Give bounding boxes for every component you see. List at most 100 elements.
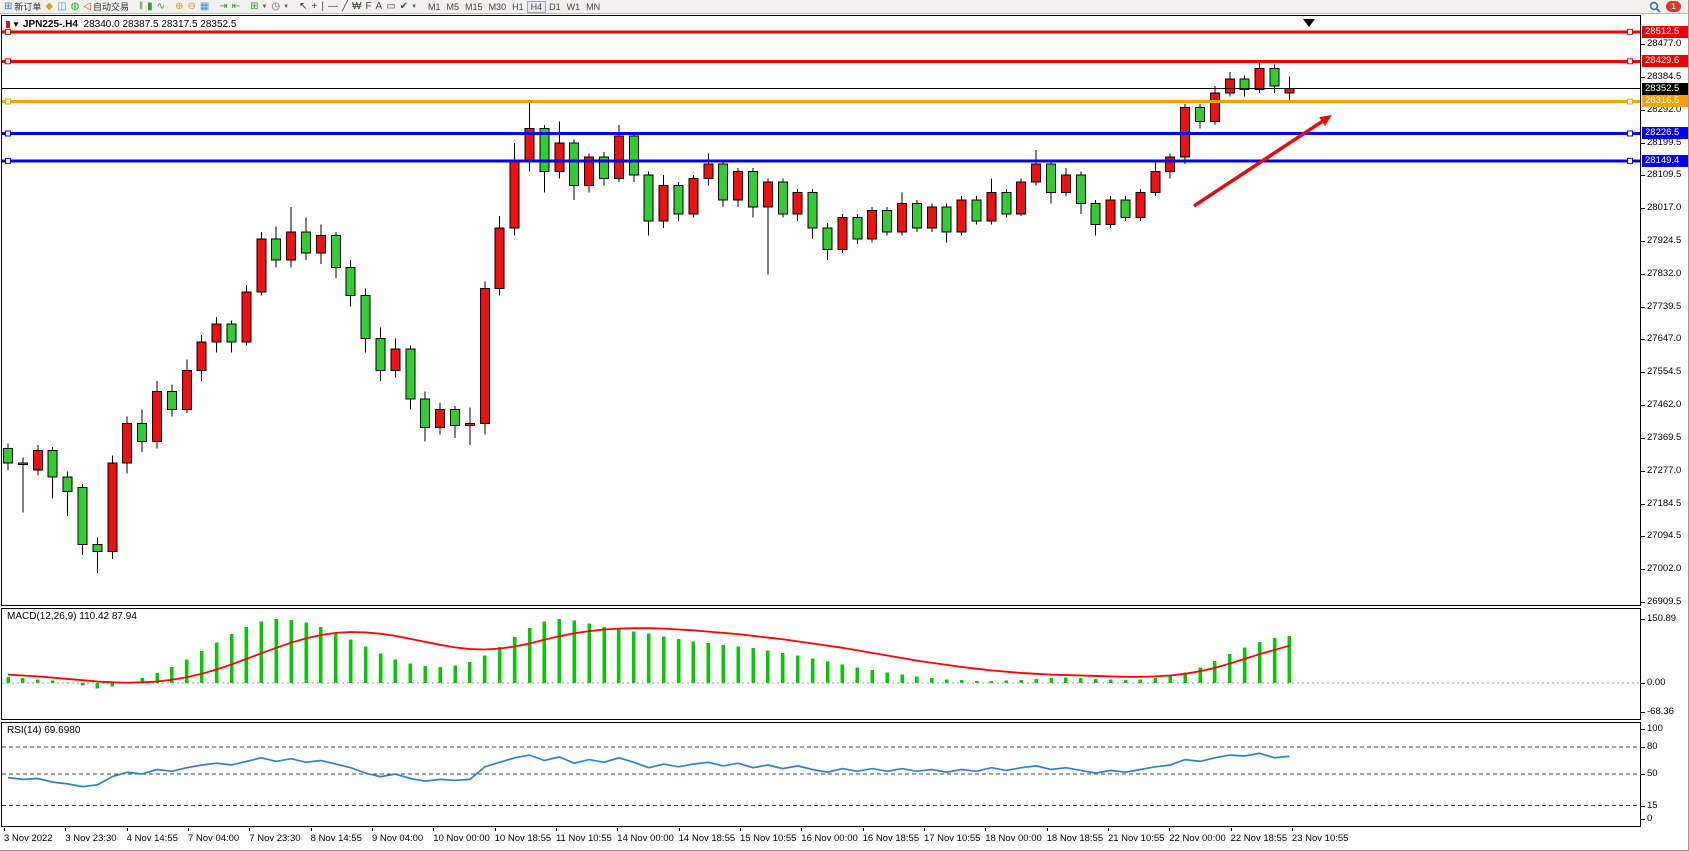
- wave-tool-icon: ₩: [351, 1, 362, 12]
- axis-tick: [1641, 143, 1645, 145]
- time-tick-label: 3 Nov 2022: [4, 833, 53, 844]
- axis-tick: [1641, 207, 1645, 209]
- horizontal-line-tool-button[interactable]: —: [326, 0, 340, 13]
- time-tick-label: 10 Nov 00:00: [433, 833, 490, 844]
- search-icon[interactable]: [1649, 1, 1661, 13]
- timeframe-H1[interactable]: H1: [512, 1, 524, 12]
- price-level-badge: 28149.4: [1642, 154, 1688, 167]
- time-tick: [249, 828, 251, 831]
- axis-tick: [1641, 470, 1645, 472]
- axis-tick-label: 28199.5: [1647, 137, 1682, 149]
- toolbar: ⊞ 新订单 ◆ ◫ ◍ ◁ 自动交易 ‖ ▮ ∿ ⊕ ⊖ ▦ ⇥ ⇤ ⊞ ▼ ◷ ▼ ↖ + | — ╱ ₩ F A ▭ ✔ ▼ M1 M5…: [0, 0, 1688, 14]
- price-level-badge: 28352.5: [1642, 82, 1688, 95]
- time-tick: [494, 828, 496, 831]
- axis-tick: [1641, 175, 1645, 177]
- candlestick-mode-icon: ▮: [147, 1, 153, 12]
- time-tick: [433, 828, 435, 831]
- time-tick: [1107, 828, 1109, 831]
- axis-tick-label: 150.89: [1647, 612, 1677, 624]
- trendline-tool-button[interactable]: ╱: [340, 0, 350, 13]
- candlestick-chart[interactable]: [2, 16, 1640, 605]
- time-tick-label: 16 Nov 18:55: [862, 833, 920, 844]
- auto-scroll-icon: ⇥: [219, 1, 228, 12]
- arrows-tool-icon: ✔: [399, 1, 409, 12]
- text-tool-button[interactable]: A: [374, 0, 385, 13]
- period-selector-button[interactable]: ◷ ▼: [269, 0, 291, 13]
- zoom-in-icon: ⊕: [175, 1, 184, 12]
- axis-tick: [1641, 306, 1645, 308]
- wave-tool-button[interactable]: ₩: [350, 0, 363, 13]
- quotes-icon: ◆: [45, 1, 54, 12]
- axis-tick: [1641, 110, 1645, 112]
- arrows-tool-button[interactable]: ✔ ▼: [398, 0, 419, 13]
- rsi-indicator-pane[interactable]: RSI(14) 69.6980: [1, 722, 1641, 827]
- quotes-button[interactable]: ◆: [43, 0, 55, 13]
- period-selector-icon: ◷: [271, 1, 281, 12]
- label-tool-button[interactable]: ▭: [384, 0, 397, 13]
- timeframe-H4[interactable]: H4: [526, 0, 547, 13]
- symbol-dropdown-icon[interactable]: ▼: [12, 20, 20, 29]
- zoom-in-button[interactable]: ⊕: [173, 0, 185, 13]
- main-price-pane[interactable]: ▼ JPN225-.H4 28340.0 28387.5 28317.5 2835…: [1, 15, 1641, 606]
- arrows-tool-dropdown-icon[interactable]: ▼: [411, 3, 418, 10]
- new-order-icon: ⊞: [4, 1, 13, 12]
- timeframe-W1[interactable]: W1: [566, 1, 581, 12]
- market-watch-button[interactable]: ◫: [55, 0, 68, 13]
- timeframe-M1[interactable]: M1: [428, 1, 441, 12]
- tile-windows-button[interactable]: ▦: [198, 0, 211, 13]
- chart-title: ▼ JPN225-.H4 28340.0 28387.5 28317.5 2835…: [6, 19, 236, 30]
- time-tick: [126, 828, 128, 831]
- new-chart-button[interactable]: ⊞ ▼: [248, 0, 269, 13]
- time-tick: [678, 828, 680, 831]
- timeframe-MN[interactable]: MN: [586, 1, 601, 12]
- vertical-line-tool-icon: |: [321, 1, 324, 12]
- bar-chart-mode-button[interactable]: ‖: [137, 0, 145, 13]
- rsi-chart: [2, 746, 1640, 806]
- time-tick-label: 15 Nov 10:55: [739, 833, 797, 844]
- text-tool-icon: A: [375, 1, 383, 12]
- new-chart-dropdown-icon[interactable]: ▼: [261, 3, 268, 10]
- axis-tick-label: 27647.0: [1647, 333, 1682, 345]
- timeframe-D1[interactable]: D1: [549, 1, 561, 12]
- new-order-button[interactable]: ⊞ 新订单: [2, 0, 43, 13]
- axis-tick: [1641, 712, 1645, 714]
- autotrading-button[interactable]: ◁ 自动交易: [81, 0, 131, 13]
- timeframe-M30[interactable]: M30: [488, 1, 507, 12]
- auto-scroll-button[interactable]: ⇥: [217, 0, 229, 13]
- cursor-tool-button[interactable]: ↖: [297, 0, 309, 13]
- axis-tick-label: 28017.0: [1647, 201, 1682, 213]
- period-selector-dropdown-icon[interactable]: ▼: [283, 3, 290, 10]
- axis-tick-label: 28109.5: [1647, 169, 1682, 181]
- timeframe-M15[interactable]: M15: [465, 1, 483, 12]
- axis-tick: [1641, 44, 1645, 46]
- axis-tick: [1641, 240, 1645, 242]
- axis-tick-label: 0: [1647, 813, 1653, 824]
- axis-tick: [1641, 805, 1645, 807]
- zoom-out-button[interactable]: ⊖: [185, 0, 197, 13]
- time-tick-label: 18 Nov 18:55: [1046, 833, 1104, 844]
- macd-indicator-pane[interactable]: MACD(12,26,9) 110.42 87.94: [1, 608, 1641, 720]
- line-chart-mode-icon: ∿: [156, 1, 166, 12]
- line-chart-mode-button[interactable]: ∿: [155, 0, 167, 13]
- time-tick: [555, 828, 557, 831]
- timeframe-M5[interactable]: M5: [446, 1, 460, 12]
- axis-tick-label: 27832.0: [1647, 267, 1682, 279]
- axis-tick: [1641, 438, 1645, 440]
- axis-tick: [1641, 618, 1645, 620]
- price-axis[interactable]: 28477.0 28384.5 28292.0 28199.5 28109.5 28017…: [1641, 14, 1688, 831]
- axis-tick: [1641, 729, 1645, 730]
- candlestick-mode-button[interactable]: ▮: [145, 0, 155, 13]
- time-tick: [65, 828, 67, 831]
- crosshair-tool-button[interactable]: +: [310, 0, 320, 13]
- axis-tick-label: 27924.5: [1647, 234, 1682, 246]
- axis-tick: [1641, 601, 1645, 603]
- signals-button[interactable]: ◍: [69, 0, 82, 13]
- vertical-line-tool-button[interactable]: |: [319, 0, 326, 13]
- axis-tick: [1641, 774, 1645, 775]
- fibonacci-tool-button[interactable]: F: [363, 0, 373, 13]
- time-axis[interactable]: 3 Nov 2022 3 Nov 23:30 4 Nov 14:55 7 Nov 04…: [1, 828, 1641, 848]
- chart-shift-button[interactable]: ⇤: [230, 0, 242, 13]
- axis-tick: [1641, 683, 1645, 685]
- notifications-badge[interactable]: 1: [1666, 1, 1681, 12]
